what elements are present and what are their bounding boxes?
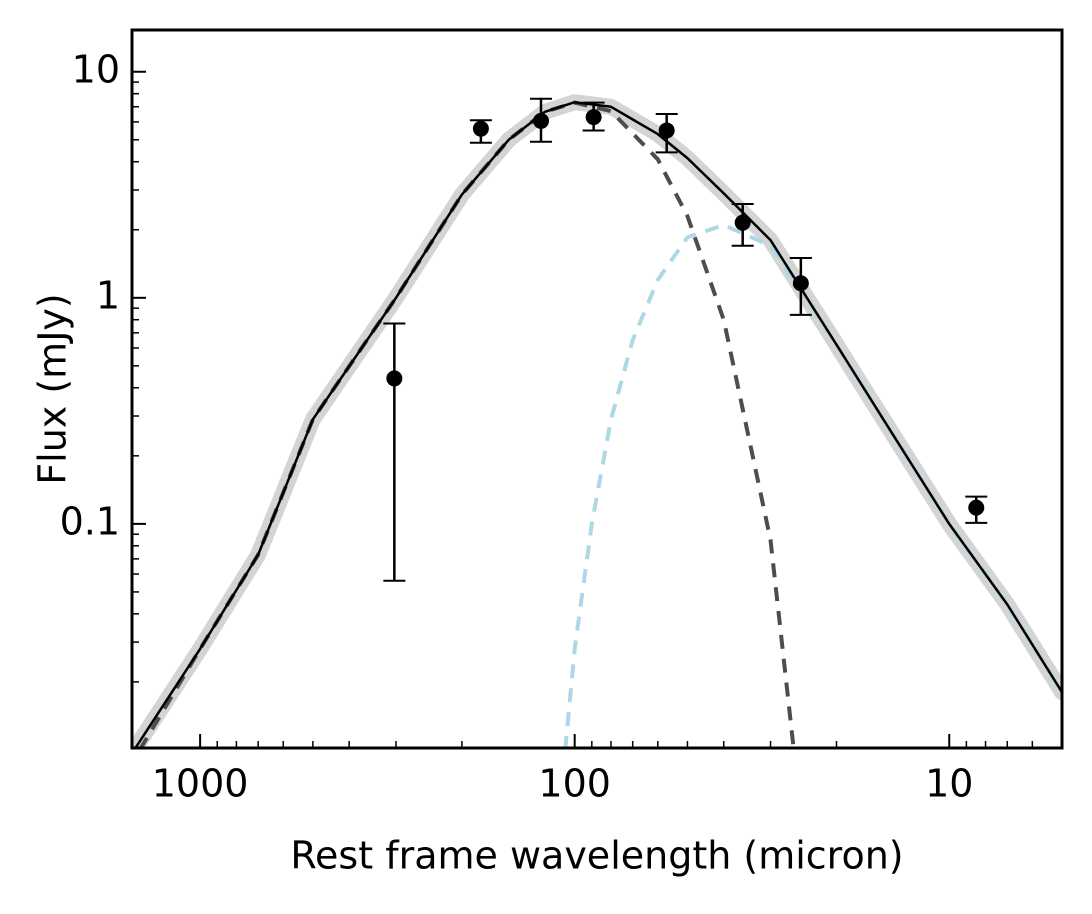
axes: 1000 100 10 10 1 0.1	[60, 47, 1034, 806]
x-axis-label: Rest frame wavelength (micron)	[290, 834, 903, 878]
data-point	[792, 275, 809, 292]
uncertainty-band	[132, 94, 1062, 748]
data-point	[533, 112, 550, 129]
y-tick-label: 1	[96, 273, 120, 317]
y-tick-label: 10	[72, 47, 120, 91]
model-curve	[133, 100, 1062, 748]
x-tick-label: 10	[925, 762, 973, 806]
data-point	[658, 122, 675, 139]
x-tick-label: 1000	[152, 762, 249, 806]
data-point	[968, 499, 985, 516]
points	[383, 97, 988, 582]
model-curve	[563, 223, 1062, 748]
y-tick-label: 0.1	[60, 499, 120, 543]
y-axis-label: Flux (mJy)	[31, 293, 75, 484]
data-point	[386, 370, 403, 387]
plot-area	[132, 94, 1062, 748]
x-tick-label: 100	[538, 762, 611, 806]
plot-frame	[130, 28, 1064, 750]
data-point	[734, 214, 751, 231]
data-point	[472, 120, 489, 137]
data-point	[585, 109, 602, 126]
